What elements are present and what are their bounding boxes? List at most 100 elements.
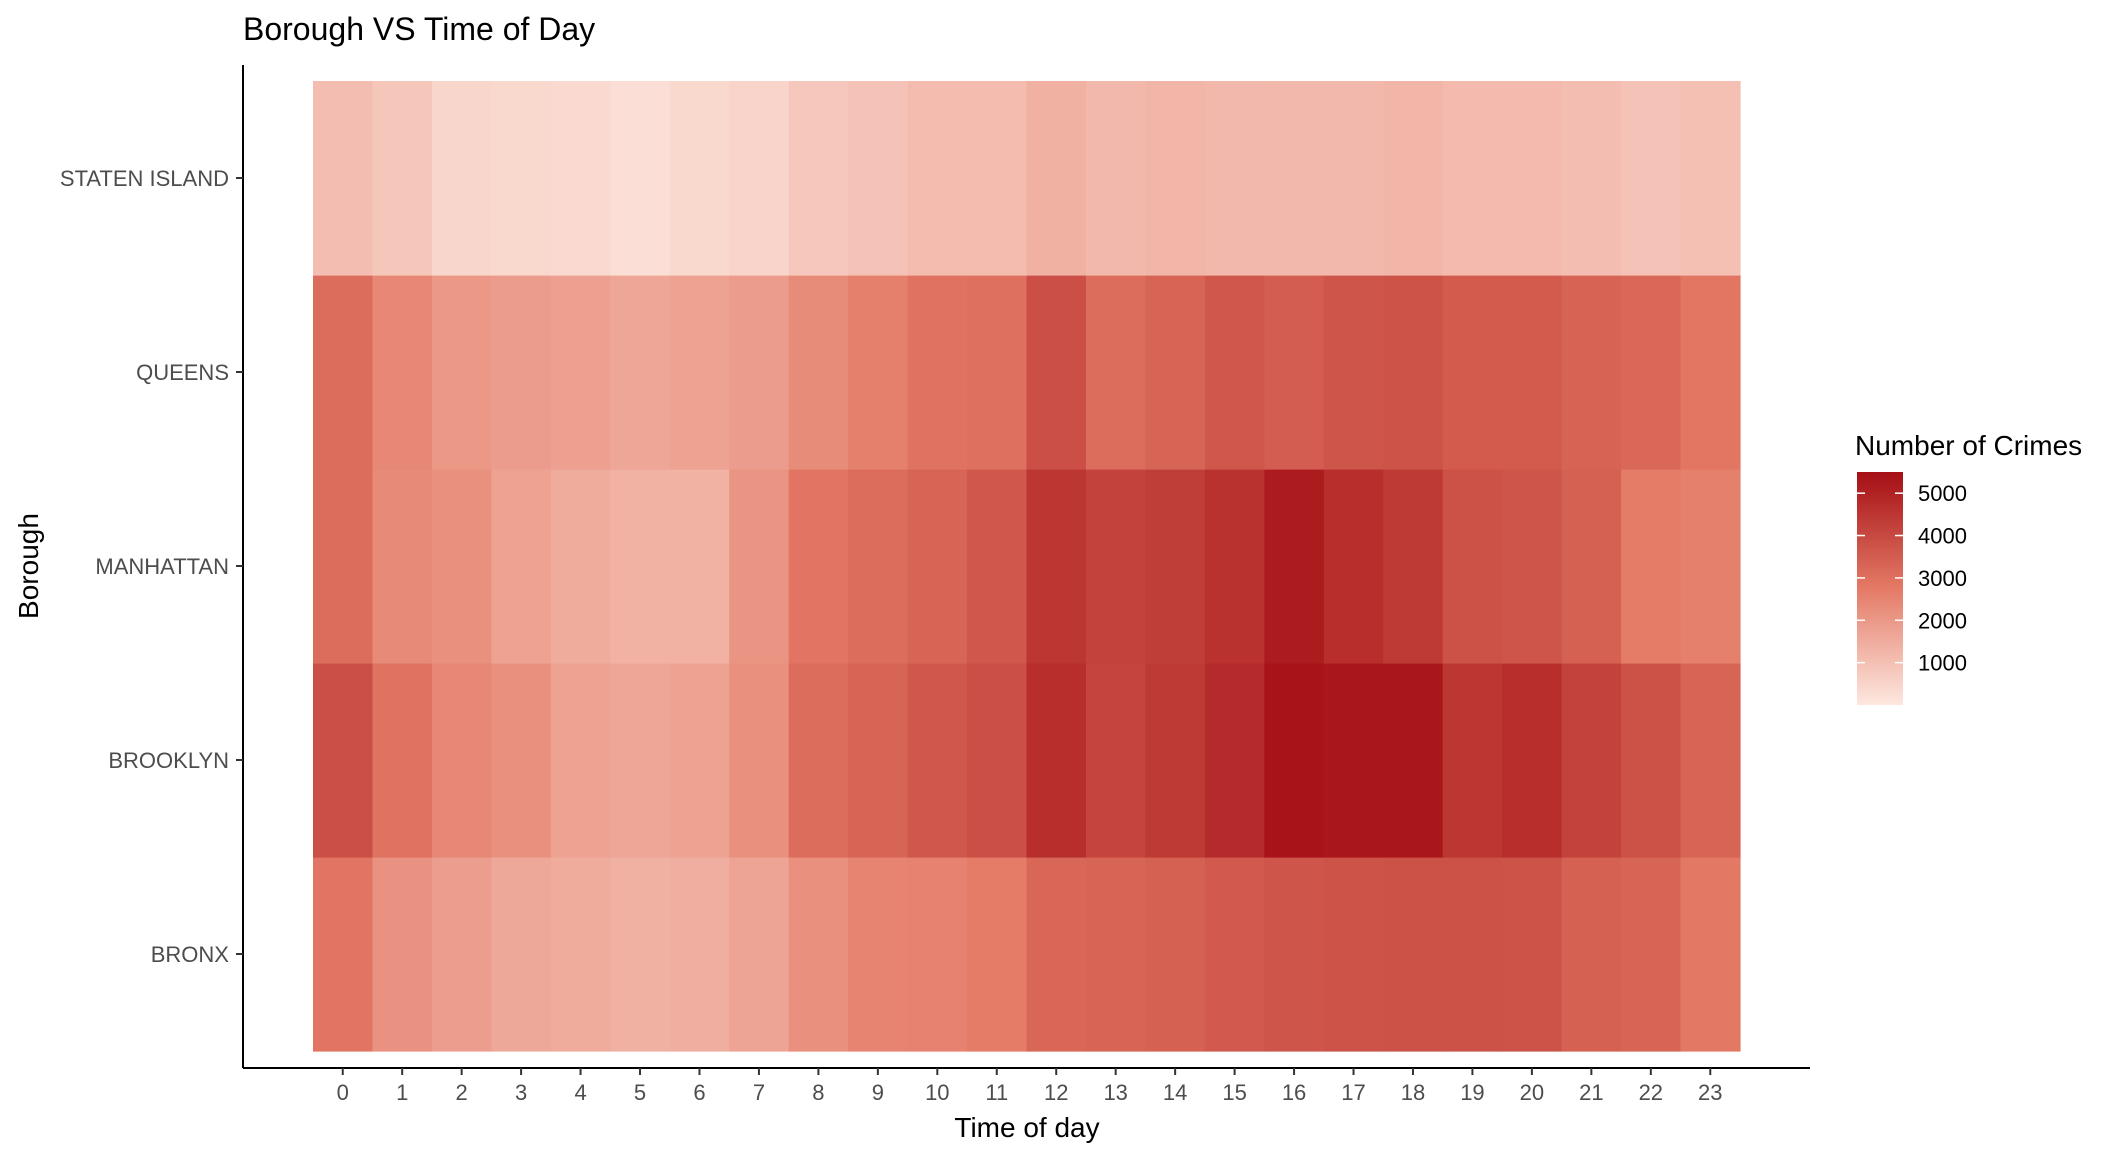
heatmap-cell	[1680, 663, 1741, 858]
heatmap-cell	[1026, 469, 1087, 664]
heatmap-cell	[1026, 663, 1087, 858]
heatmap-cell	[788, 857, 849, 1052]
heatmap-cell	[729, 469, 790, 664]
heatmap-cell	[1323, 469, 1384, 664]
heatmap-cell	[1145, 469, 1206, 664]
heatmap-cell	[907, 857, 968, 1052]
heatmap-cell	[610, 81, 671, 276]
x-tick-label: 0	[337, 1080, 349, 1105]
legend-title: Number of Crimes	[1855, 430, 2082, 461]
heatmap-cell	[1085, 275, 1147, 470]
heatmap-cell	[610, 857, 671, 1052]
heatmap-cell	[372, 469, 433, 664]
legend-tick-label: 1000	[1918, 651, 1967, 676]
heatmap-cell	[550, 857, 611, 1052]
heatmap-cell	[1383, 469, 1444, 664]
heatmap-cell	[1502, 275, 1563, 470]
heatmap-cell	[907, 469, 968, 664]
heatmap-cell	[729, 857, 790, 1052]
heatmap-cell	[1561, 663, 1622, 858]
heatmap-cell	[1680, 469, 1741, 664]
heatmap-cell	[431, 857, 492, 1052]
x-tick-label: 14	[1163, 1080, 1187, 1105]
heatmap-cell	[1621, 275, 1682, 470]
heatmap-cell	[1145, 857, 1206, 1052]
heatmap-cell	[1680, 857, 1741, 1052]
heatmap-cell	[1264, 857, 1325, 1052]
heatmap-cell	[1264, 275, 1325, 470]
heatmap-cell	[1442, 857, 1503, 1052]
x-tick-label: 4	[574, 1080, 586, 1105]
x-tick-label: 19	[1460, 1080, 1484, 1105]
heatmap-cell	[1561, 469, 1622, 664]
heatmap-cell	[372, 857, 433, 1052]
x-tick-label: 15	[1222, 1080, 1246, 1105]
heatmap-cell	[1026, 81, 1087, 276]
heatmap-cell	[1561, 857, 1622, 1052]
heatmap-cell	[1383, 857, 1444, 1052]
heatmap-cell	[491, 81, 552, 276]
heatmap-cell	[1680, 81, 1741, 276]
x-tick-label: 13	[1103, 1080, 1127, 1105]
heatmap-cell	[431, 663, 492, 858]
heatmap-cell	[669, 663, 730, 858]
heatmap-cells	[313, 81, 1741, 1052]
legend-tick-label: 5000	[1918, 481, 1967, 506]
heatmap-cell	[491, 469, 552, 664]
legend-colorbar	[1857, 472, 1903, 705]
heatmap-cell	[1323, 81, 1384, 276]
heatmap-cell	[1323, 663, 1384, 858]
heatmap-cell	[1502, 857, 1563, 1052]
heatmap-cell	[313, 857, 374, 1052]
y-tick-label: STATEN ISLAND	[60, 166, 229, 191]
heatmap-cell	[907, 81, 968, 276]
heatmap-cell	[1561, 275, 1622, 470]
heatmap-cell	[788, 663, 849, 858]
heatmap-cell	[1383, 663, 1444, 858]
heatmap-cell	[1502, 469, 1563, 664]
heatmap-cell	[1204, 857, 1265, 1052]
heatmap-cell	[431, 469, 492, 664]
heatmap-cell	[313, 275, 374, 470]
heatmap-cell	[1621, 81, 1682, 276]
heatmap-cell	[1442, 81, 1503, 276]
heatmap-cell	[967, 275, 1028, 470]
heatmap-cell	[1621, 469, 1682, 664]
y-tick-label: QUEENS	[136, 360, 229, 385]
y-tick-label: BROOKLYN	[108, 748, 229, 773]
heatmap-cell	[610, 469, 671, 664]
heatmap-cell	[550, 275, 611, 470]
heatmap-cell	[372, 275, 433, 470]
y-tick-label: BRONX	[151, 942, 230, 967]
heatmap-cell	[1264, 469, 1325, 664]
chart-title: Borough VS Time of Day	[243, 11, 595, 47]
heatmap-cell	[1145, 81, 1206, 276]
heatmap-cell	[729, 81, 790, 276]
legend-ticks: 1000 2000 3000 4000 5000	[1857, 481, 1967, 676]
heatmap-cell	[1145, 275, 1206, 470]
x-tick-label: 9	[872, 1080, 884, 1105]
x-tick-label: 11	[985, 1080, 1008, 1105]
heatmap-cell	[313, 663, 374, 858]
heatmap-cell	[967, 81, 1028, 276]
heatmap-cell	[313, 469, 374, 664]
heatmap-cell	[967, 469, 1028, 664]
heatmap-cell	[967, 663, 1028, 858]
heatmap-cell	[1621, 663, 1682, 858]
heatmap-cell	[1204, 663, 1265, 858]
heatmap-cell	[669, 857, 730, 1052]
x-tick-label: 10	[925, 1080, 949, 1105]
x-tick-label: 22	[1639, 1080, 1663, 1105]
heatmap-cell	[1026, 275, 1087, 470]
x-tick-label: 12	[1044, 1080, 1068, 1105]
x-tick-label: 6	[693, 1080, 705, 1105]
heatmap-cell	[848, 857, 909, 1052]
heatmap-cell	[848, 275, 909, 470]
heatmap-cell	[1264, 81, 1325, 276]
heatmap-cell	[550, 663, 611, 858]
heatmap-cell	[729, 663, 790, 858]
heatmap-cell	[1264, 663, 1325, 858]
heatmap-cell	[610, 663, 671, 858]
x-tick-label: 8	[812, 1080, 824, 1105]
heatmap-cell	[669, 81, 730, 276]
